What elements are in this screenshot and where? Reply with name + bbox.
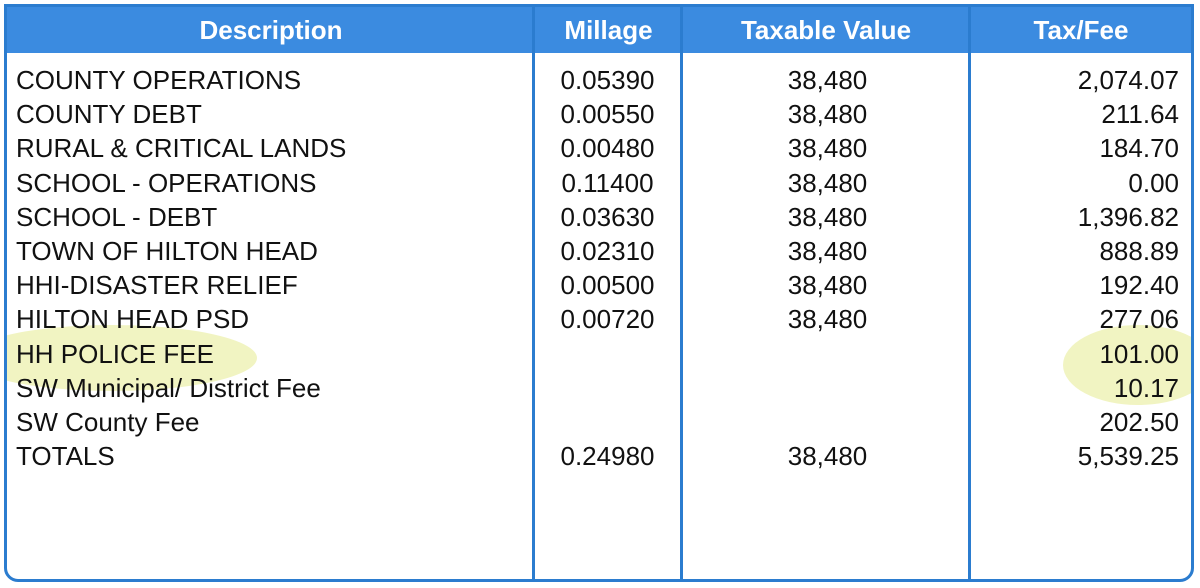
cell-tax-fee: 2,074.07 [1077,65,1179,95]
header-tax-fee: Tax/Fee [1033,15,1129,45]
tax-table: Description Millage Taxable Value Tax/Fe… [4,4,1194,582]
cell-taxable-value: 38,480 [787,201,868,232]
table-row: HILTON HEAD PSD 0.00720 38,480 277.06 [7,302,1191,336]
cell-tax-fee: 10.17 [1113,372,1179,403]
cell-taxable-value: 38,480 [787,304,868,335]
cell-description: SW County Fee [16,406,200,437]
cell-description: HILTON HEAD PSD [16,304,250,335]
cell-description: COUNTY OPERATIONS [16,65,302,95]
cell-millage: 0.05390 [560,65,655,95]
column-divider [968,7,971,579]
cell-tax-fee: 192.40 [1099,270,1179,301]
cell-taxable-value: 38,480 [787,65,868,95]
table-row: TOWN OF HILTON HEAD 0.02310 38,480 888.8… [7,234,1191,268]
table-row: COUNTY OPERATIONS 0.05390 38,480 2,074.0… [7,63,1191,97]
cell-description: HHI-DISASTER RELIEF [16,270,298,301]
cell-description: COUNTY DEBT [16,99,202,130]
cell-millage: 0.02310 [560,235,655,266]
cell-millage: 0.00720 [560,304,655,335]
cell-tax-fee: 0.00 [1128,167,1179,198]
table-header: Description Millage Taxable Value Tax/Fe… [7,7,1191,53]
cell-millage: 0.00500 [560,270,655,301]
table-row: SCHOOL - OPERATIONS 0.11400 38,480 0.00 [7,166,1191,200]
cell-tax-fee: 211.64 [1101,99,1179,130]
cell-description: HH POLICE FEE [16,338,214,369]
table-row: SCHOOL - DEBT 0.03630 38,480 1,396.82 [7,200,1191,234]
cell-millage: 0.24980 [560,441,655,472]
cell-description: SCHOOL - OPERATIONS [16,167,317,198]
cell-taxable-value: 38,480 [787,270,868,301]
table-row: COUNTY DEBT 0.00550 38,480 211.64 [7,97,1191,131]
cell-description: TOWN OF HILTON HEAD [16,235,318,266]
highlight-mark [1063,325,1191,405]
cell-tax-fee: 101.00 [1099,338,1179,369]
table-row: SW County Fee 202.50 [7,405,1191,439]
cell-tax-fee: 202.50 [1099,406,1179,437]
table-body: COUNTY OPERATIONS 0.05390 38,480 2,074.0… [7,63,1191,473]
table-row: HH POLICE FEE 101.00 [7,337,1191,371]
cell-taxable-value: 38,480 [787,99,868,130]
cell-millage: 0.00550 [560,99,655,130]
cell-description: TOTALS [16,441,115,472]
header-millage: Millage [564,15,653,45]
table-row: SW Municipal/ District Fee 10.17 [7,371,1191,405]
cell-taxable-value: 38,480 [787,133,868,164]
header-taxable-value: Taxable Value [740,15,912,45]
column-divider [680,7,683,579]
highlight-mark [7,325,257,391]
cell-description: RURAL & CRITICAL LANDS [16,133,347,164]
cell-tax-fee: 1,396.82 [1077,201,1179,232]
cell-millage: 0.00480 [560,133,655,164]
cell-description: SCHOOL - DEBT [16,201,218,232]
cell-tax-fee: 277.06 [1099,304,1179,335]
cell-taxable-value: 38,480 [787,441,868,472]
table-row: RURAL & CRITICAL LANDS 0.00480 38,480 18… [7,131,1191,165]
cell-taxable-value: 38,480 [787,235,868,266]
cell-tax-fee: 184.70 [1099,133,1179,164]
cell-tax-fee: 5,539.25 [1077,441,1179,472]
cell-description: SW Municipal/ District Fee [16,372,321,403]
header-description: Description [199,15,343,45]
cell-millage: 0.03630 [560,201,655,232]
column-divider [532,7,535,579]
cell-tax-fee: 888.89 [1099,235,1179,266]
totals-row: TOTALS 0.24980 38,480 5,539.25 [7,439,1191,473]
cell-millage: 0.11400 [561,167,654,198]
table-row: HHI-DISASTER RELIEF 0.00500 38,480 192.4… [7,268,1191,302]
cell-taxable-value: 38,480 [787,167,868,198]
